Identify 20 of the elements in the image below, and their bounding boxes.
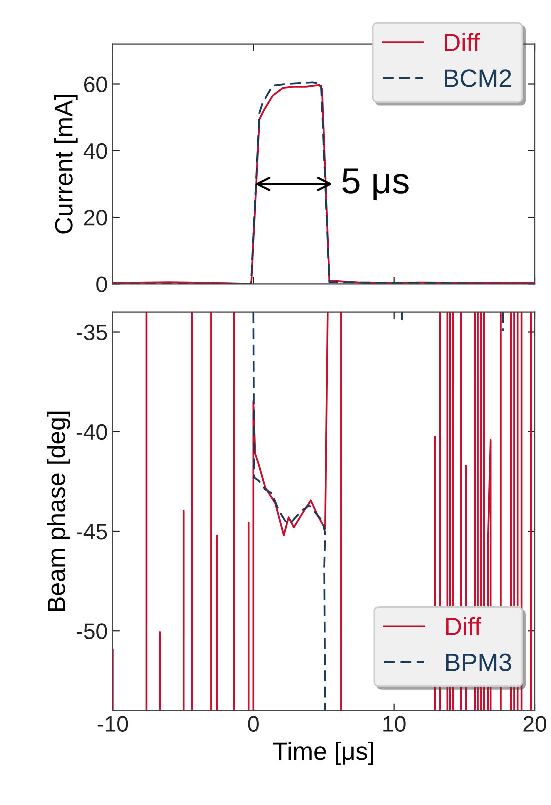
legend-label: BPM3: [446, 654, 512, 672]
x-tick-label: 20: [524, 716, 547, 732]
y-tick-label: -45: [76, 524, 108, 540]
legend-label: BCM2: [445, 70, 512, 88]
y-axis-title: Beam phase [deg]: [47, 412, 70, 611]
y-tick-label: -50: [76, 624, 108, 640]
legend-label: Diff: [446, 617, 482, 636]
y-tick-label: 40: [84, 143, 108, 160]
x-tick-label: 10: [384, 716, 406, 732]
y-axis-title: Current [mA]: [54, 95, 78, 234]
y-tick-label: -40: [76, 424, 108, 440]
x-tick-label: 0: [248, 716, 259, 732]
y-tick-label: -35: [76, 324, 108, 341]
y-tick-label: 20: [84, 210, 108, 226]
legend-label: Diff: [445, 33, 480, 52]
y-tick-label: 0: [96, 276, 108, 292]
annotation: 5 μs: [342, 168, 409, 200]
y-tick-label: 60: [84, 76, 108, 93]
x-tick-label: -10: [98, 716, 128, 732]
x-axis-title: Time [μs]: [273, 742, 374, 766]
